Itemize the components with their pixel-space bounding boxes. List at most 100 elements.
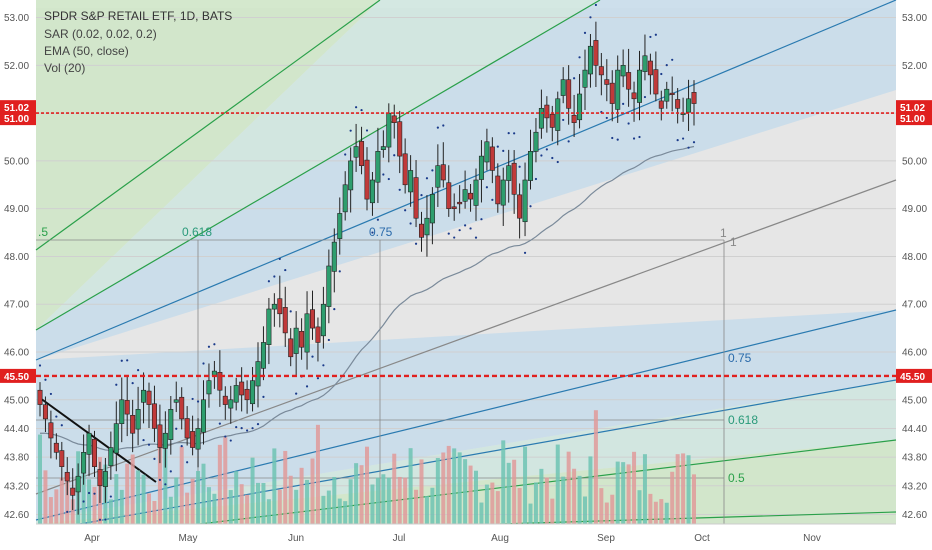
candle-body[interactable]: [582, 69, 588, 88]
candle-body[interactable]: [587, 45, 593, 75]
candle-body[interactable]: [81, 452, 87, 474]
candle-body[interactable]: [320, 303, 326, 337]
candle-body[interactable]: [75, 475, 81, 493]
candle-body[interactable]: [222, 395, 228, 405]
candle-body[interactable]: [544, 104, 550, 119]
candle-body[interactable]: [195, 428, 201, 450]
candle-body[interactable]: [473, 179, 479, 206]
candle-body[interactable]: [190, 431, 196, 448]
candle-body[interactable]: [593, 40, 599, 66]
candle-body[interactable]: [462, 189, 468, 202]
candle-body[interactable]: [500, 179, 506, 206]
candle-body[interactable]: [642, 55, 648, 72]
candle-body[interactable]: [244, 388, 250, 401]
candle-body[interactable]: [386, 112, 392, 148]
candle-body[interactable]: [391, 115, 397, 123]
candle-body[interactable]: [397, 121, 403, 157]
candle-body[interactable]: [626, 72, 632, 90]
candle-body[interactable]: [141, 389, 147, 403]
candle-body[interactable]: [566, 79, 572, 109]
candle-body[interactable]: [380, 146, 386, 150]
candle-body[interactable]: [669, 92, 675, 95]
candle-body[interactable]: [675, 99, 681, 109]
candle-body[interactable]: [353, 146, 359, 158]
candle-body[interactable]: [484, 141, 490, 163]
candle-body[interactable]: [277, 298, 283, 315]
candle-body[interactable]: [179, 396, 185, 420]
candle-body[interactable]: [446, 182, 452, 209]
candle-body[interactable]: [42, 404, 48, 420]
candle-body[interactable]: [304, 313, 310, 353]
candle-body[interactable]: [151, 403, 157, 429]
candle-body[interactable]: [184, 418, 190, 439]
candle-body[interactable]: [239, 381, 245, 396]
candle-body[interactable]: [157, 424, 163, 448]
candle-body[interactable]: [631, 92, 637, 100]
candle-body[interactable]: [315, 326, 321, 343]
candle-body[interactable]: [369, 179, 375, 204]
candle-body[interactable]: [260, 342, 266, 369]
candle-body[interactable]: [686, 98, 692, 113]
candle-body[interactable]: [440, 164, 446, 181]
candle-body[interactable]: [168, 409, 174, 440]
candle-body[interactable]: [108, 447, 114, 466]
candle-body[interactable]: [48, 422, 54, 439]
candle-body[interactable]: [658, 100, 664, 109]
candle-body[interactable]: [124, 400, 130, 415]
candle-body[interactable]: [299, 331, 305, 348]
candle-body[interactable]: [337, 213, 343, 239]
candle-body[interactable]: [604, 79, 610, 85]
trend-line[interactable]: [39, 397, 157, 483]
candle-body[interactable]: [130, 415, 136, 434]
candle-body[interactable]: [266, 308, 272, 345]
candle-body[interactable]: [233, 385, 239, 403]
candle-body[interactable]: [609, 82, 615, 104]
candle-body[interactable]: [457, 201, 463, 205]
candle-body[interactable]: [162, 432, 168, 449]
candle-body[interactable]: [59, 450, 65, 467]
candle-body[interactable]: [478, 155, 484, 180]
candle-body[interactable]: [489, 146, 495, 171]
candle-body[interactable]: [282, 307, 288, 334]
candle-body[interactable]: [309, 309, 315, 329]
candle-body[interactable]: [342, 184, 348, 213]
candle-body[interactable]: [511, 162, 517, 195]
candle-body[interactable]: [86, 432, 92, 455]
candle-body[interactable]: [206, 380, 212, 395]
candle-body[interactable]: [64, 471, 70, 482]
candle-body[interactable]: [102, 471, 108, 487]
candle-body[interactable]: [173, 399, 179, 403]
candle-body[interactable]: [468, 192, 474, 200]
candle-body[interactable]: [424, 217, 430, 236]
candle-body[interactable]: [555, 98, 561, 131]
candle-body[interactable]: [691, 92, 697, 104]
candle-body[interactable]: [615, 69, 621, 110]
candle-body[interactable]: [577, 93, 583, 121]
candle-body[interactable]: [255, 361, 261, 387]
candle-body[interactable]: [636, 69, 642, 103]
candle-body[interactable]: [53, 442, 59, 453]
candle-body[interactable]: [517, 194, 523, 219]
candle-body[interactable]: [146, 390, 152, 405]
candle-body[interactable]: [326, 265, 332, 307]
candle-body[interactable]: [97, 469, 103, 487]
candle-body[interactable]: [402, 153, 408, 186]
candle-body[interactable]: [408, 170, 414, 193]
candle-body[interactable]: [348, 160, 354, 191]
candle-body[interactable]: [506, 165, 512, 181]
candle-body[interactable]: [522, 179, 528, 223]
candle-body[interactable]: [293, 327, 299, 354]
candle-body[interactable]: [250, 380, 256, 405]
candle-body[interactable]: [228, 399, 234, 409]
candle-body[interactable]: [413, 177, 419, 219]
candle-body[interactable]: [288, 338, 294, 358]
candle-body[interactable]: [37, 389, 43, 405]
candle-body[interactable]: [533, 131, 539, 152]
candle-body[interactable]: [375, 151, 381, 183]
candle-body[interactable]: [92, 438, 98, 467]
candle-body[interactable]: [664, 88, 670, 102]
candle-body[interactable]: [647, 60, 653, 76]
candle-body[interactable]: [653, 69, 659, 95]
candle-body[interactable]: [418, 223, 424, 238]
candle-body[interactable]: [201, 399, 207, 433]
